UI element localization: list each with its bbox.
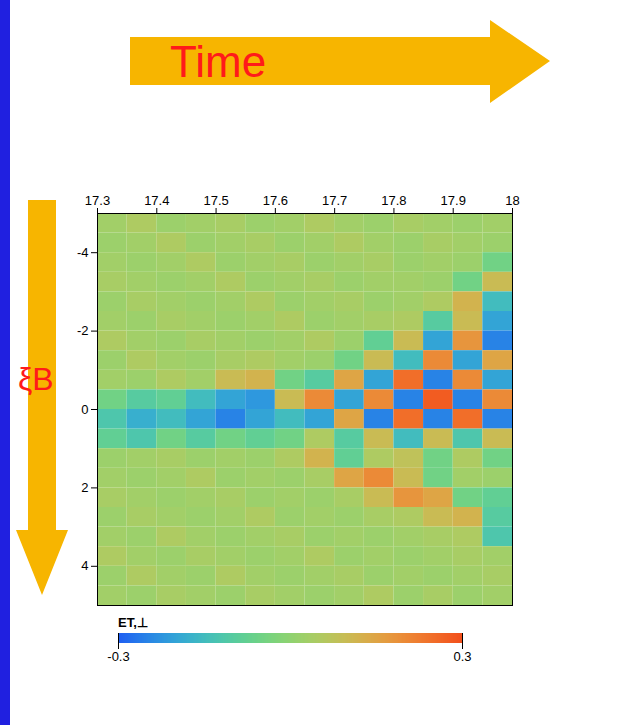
svg-text:17.7: 17.7: [322, 193, 347, 208]
svg-text:17.6: 17.6: [263, 193, 288, 208]
svg-text:ξB: ξB: [18, 361, 54, 397]
svg-text:0: 0: [81, 402, 88, 417]
svg-text:17.8: 17.8: [381, 193, 406, 208]
svg-text:4: 4: [81, 558, 88, 573]
svg-text:18: 18: [505, 193, 519, 208]
svg-text:17.9: 17.9: [441, 193, 466, 208]
svg-text:17.3: 17.3: [85, 193, 110, 208]
svg-text:2: 2: [81, 480, 88, 495]
svg-text:-2: -2: [77, 323, 89, 338]
svg-text:17.5: 17.5: [203, 193, 228, 208]
svg-text:17.4: 17.4: [144, 193, 169, 208]
svg-text:Time: Time: [170, 37, 266, 86]
svg-text:ET,⊥: ET,⊥: [118, 615, 148, 630]
svg-text:-0.3: -0.3: [107, 649, 129, 664]
svg-text:-4: -4: [77, 245, 89, 260]
svg-text:0.3: 0.3: [453, 649, 471, 664]
